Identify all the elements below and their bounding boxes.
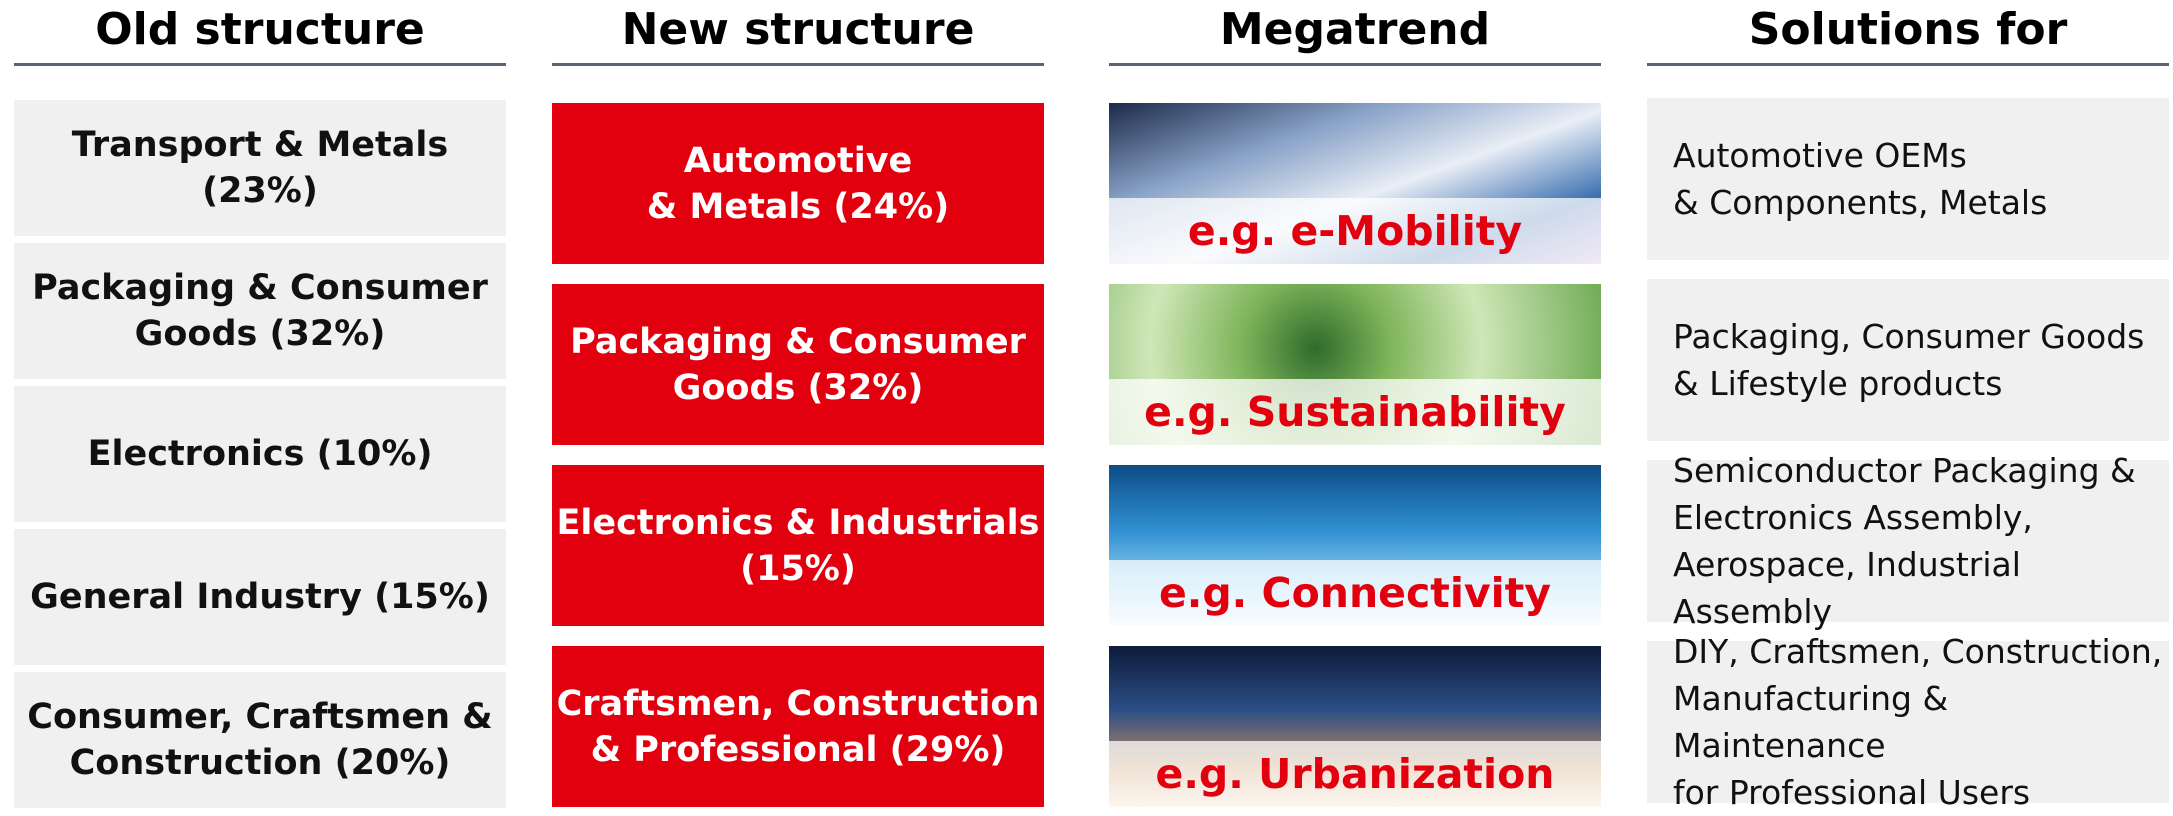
text-line: DIY, Craftsmen, Construction, — [1673, 628, 2169, 675]
megatrend-image: e.g. e-Mobility — [1109, 103, 1601, 264]
column-header: Old structure — [14, 0, 506, 60]
old-segment: General Industry (15%) — [14, 529, 506, 665]
text-line: Construction (20%) — [14, 740, 506, 786]
diagram: Old structure New structure Megatrend Solut… — [0, 0, 2173, 803]
column-header: Solutions for — [1647, 0, 2169, 60]
megatrend-label: e.g. Connectivity — [1109, 560, 1601, 626]
solution-box: Semiconductor Packaging &Electronics Ass… — [1647, 460, 2169, 622]
text-line: Automotive — [552, 138, 1044, 184]
text-line: Electronics Assembly, — [1673, 494, 2169, 541]
new-segment: Electronics & Industrials(15%) — [552, 465, 1044, 626]
text-line: for Professional Users — [1673, 769, 2169, 816]
header-rule — [1109, 63, 1601, 66]
text-line: Goods (32%) — [14, 311, 506, 357]
text-line: (23%) — [14, 168, 506, 214]
text-line: Electronics & Industrials — [552, 500, 1044, 546]
solution-box: DIY, Craftsmen, Construction,Manufacturi… — [1647, 641, 2169, 803]
solution-box: Packaging, Consumer Goods& Lifestyle pro… — [1647, 279, 2169, 441]
text-line: & Components, Metals — [1673, 179, 2169, 226]
megatrend-label: e.g. Urbanization — [1109, 741, 1601, 807]
text-line: Consumer, Craftsmen & — [14, 694, 506, 740]
text-line: Semiconductor Packaging & — [1673, 447, 2169, 494]
text-line: Craftsmen, Construction — [552, 681, 1044, 727]
text-line: General Industry (15%) — [14, 574, 506, 620]
new-segment: Craftsmen, Construction& Professional (2… — [552, 646, 1044, 807]
header-rule — [14, 63, 506, 66]
old-segment: Electronics (10%) — [14, 386, 506, 522]
new-segment: Automotive& Metals (24%) — [552, 103, 1044, 264]
megatrend-image: e.g. Sustainability — [1109, 284, 1601, 445]
header-rule — [1647, 63, 2169, 66]
text-line: & Professional (29%) — [552, 727, 1044, 773]
text-line: Packaging & Consumer — [14, 265, 506, 311]
text-line: & Lifestyle products — [1673, 360, 2169, 407]
megatrend-image: e.g. Connectivity — [1109, 465, 1601, 626]
old-segment: Consumer, Craftsmen &Construction (20%) — [14, 672, 506, 808]
header-rule — [552, 63, 1044, 66]
text-line: Aerospace, Industrial Assembly — [1673, 541, 2169, 635]
text-line: Packaging, Consumer Goods — [1673, 313, 2169, 360]
text-line: (15%) — [552, 546, 1044, 592]
megatrend-image: e.g. Urbanization — [1109, 646, 1601, 807]
text-line: Transport & Metals — [14, 122, 506, 168]
column-header: New structure — [552, 0, 1044, 60]
text-line: Goods (32%) — [552, 365, 1044, 411]
solution-box: Automotive OEMs& Components, Metals — [1647, 98, 2169, 260]
column-header: Megatrend — [1109, 0, 1601, 60]
text-line: Manufacturing & Maintenance — [1673, 675, 2169, 769]
text-line: Automotive OEMs — [1673, 132, 2169, 179]
megatrend-label: e.g. e-Mobility — [1109, 198, 1601, 264]
megatrend-label: e.g. Sustainability — [1109, 379, 1601, 445]
old-segment: Transport & Metals(23%) — [14, 100, 506, 236]
text-line: Packaging & Consumer — [552, 319, 1044, 365]
text-line: Electronics (10%) — [14, 431, 506, 477]
text-line: & Metals (24%) — [552, 184, 1044, 230]
